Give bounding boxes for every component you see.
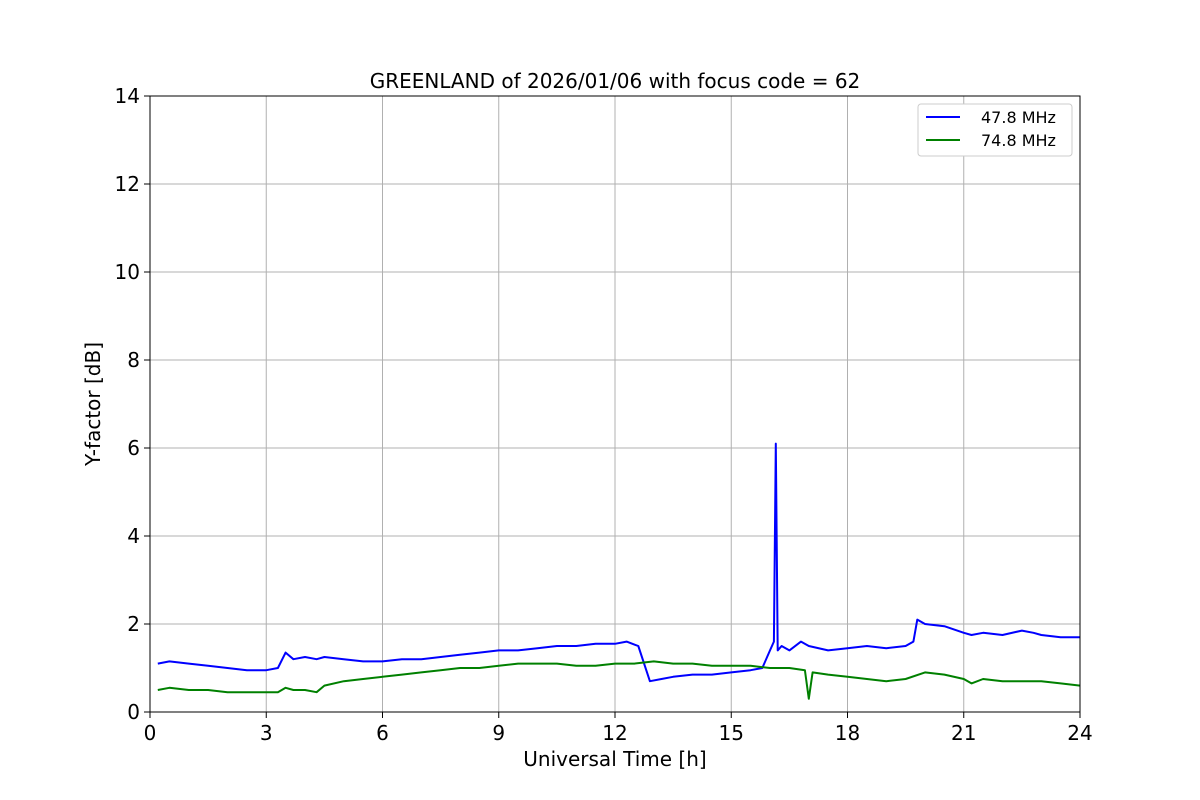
x-tick-label: 9: [492, 721, 505, 745]
legend: 47.8 MHz 74.8 MHz: [917, 103, 1073, 157]
y-tick-label: 8: [127, 348, 140, 372]
x-tick-label: 18: [835, 721, 860, 745]
x-tick-label: 21: [951, 721, 976, 745]
y-tick-label: 6: [127, 436, 140, 460]
series-line-74-8-mhz: [157, 660, 1081, 700]
y-tick-label: 4: [127, 524, 140, 548]
legend-label-47-8: 47.8 MHz: [981, 108, 1056, 127]
y-axis-label: Y-factor [dB]: [81, 342, 105, 467]
x-tick-label: 15: [719, 721, 744, 745]
y-tick-label: 0: [127, 700, 140, 724]
series-line-47-8-mhz: [157, 442, 1080, 683]
chart-title: GREENLAND of 2026/01/06 with focus code …: [370, 69, 861, 93]
grid-lines: [149, 95, 1081, 713]
x-tick-label: 24: [1067, 721, 1092, 745]
y-tick-label: 10: [115, 260, 140, 284]
x-tick-label: 6: [376, 721, 389, 745]
x-tick-label: 0: [144, 721, 157, 745]
y-tick-label: 14: [115, 84, 140, 108]
x-tick-label: 12: [602, 721, 627, 745]
x-tick-label: 3: [260, 721, 273, 745]
legend-label-74-8: 74.8 MHz: [981, 131, 1056, 150]
y-tick-label: 2: [127, 612, 140, 636]
y-tick-label: 12: [115, 172, 140, 196]
x-axis-label: Universal Time [h]: [523, 747, 706, 771]
series-group: [157, 442, 1081, 700]
